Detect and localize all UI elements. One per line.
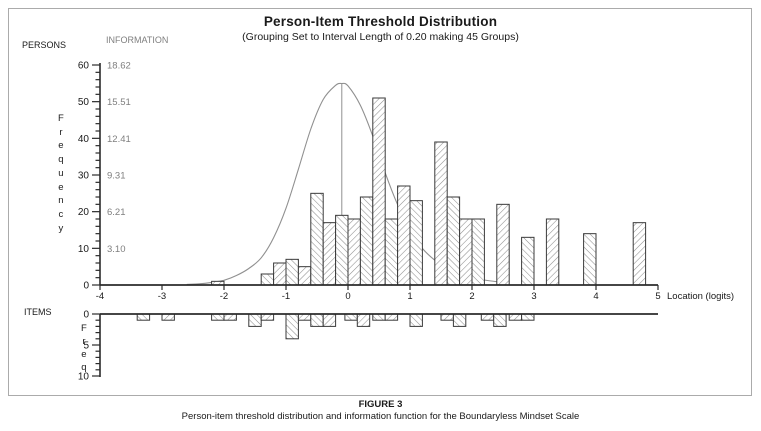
person-frequency-bar (310, 192, 324, 286)
person-frequency-bar (297, 266, 312, 286)
person-frequency-bar (372, 97, 386, 286)
person-frequency-bar (260, 273, 275, 286)
information-tick-label: 12.41 (107, 134, 131, 145)
persons-y-tick-label: 60 (78, 61, 90, 72)
x-axis-tick-label: -4 (96, 291, 104, 302)
x-axis-title: Location (logits) (667, 291, 734, 302)
persons-frequency-axis-label: F r e q u e n c y (58, 113, 64, 234)
person-frequency-bar (335, 214, 349, 286)
item-threshold-bar (310, 313, 324, 327)
person-frequency-bar (285, 258, 299, 286)
item-threshold-bar (440, 313, 454, 321)
figure-caption-label: FIGURE 3 (358, 399, 403, 410)
item-threshold-bar (384, 313, 399, 321)
persons-y-tick-label: 0 (83, 281, 89, 292)
x-axis-tick-label: -2 (220, 291, 228, 302)
items-y-tick-label: 10 (78, 372, 90, 383)
items-y-tick-label: 5 (83, 341, 89, 352)
person-frequency-bar (521, 236, 535, 286)
item-threshold-bar (521, 313, 535, 321)
information-tick-label: 9.31 (107, 171, 126, 182)
x-axis-tick-label: 4 (593, 291, 598, 302)
persons-y-tick-label: 20 (78, 207, 90, 218)
person-frequency-bar (632, 222, 647, 286)
person-frequency-bar (409, 200, 423, 286)
person-frequency-bar (434, 141, 448, 286)
x-axis-tick-label: 1 (407, 291, 412, 302)
person-frequency-bar (583, 233, 597, 286)
person-frequency-bar (496, 203, 510, 286)
persons-y-tick-label: 10 (78, 244, 90, 255)
axes-layer: 01020304050603.106.219.3112.4115.5118.62… (78, 61, 734, 383)
person-frequency-bar (322, 222, 337, 286)
x-axis-tick-label: 0 (345, 291, 350, 302)
person-frequency-bar (446, 196, 461, 286)
person-frequency-bar (347, 218, 361, 286)
item-threshold-bar (285, 313, 299, 340)
item-threshold-bar (344, 313, 358, 321)
person-frequency-bar (273, 262, 287, 286)
item-threshold-bar (356, 313, 371, 327)
x-axis-tick-label: 5 (655, 291, 660, 302)
histogram-layer (136, 97, 647, 340)
item-threshold-bar (409, 313, 423, 327)
persons-y-tick-label: 30 (78, 171, 90, 182)
item-threshold-bar (508, 313, 523, 321)
item-threshold-bar (297, 313, 312, 321)
item-threshold-bar (493, 313, 507, 327)
item-threshold-bar (322, 313, 337, 327)
item-threshold-bar (223, 313, 237, 321)
x-axis-tick-label: -3 (158, 291, 166, 302)
items-frequency-axis-label: F r e q (81, 323, 87, 373)
information-axis-label: INFORMATION (106, 35, 169, 45)
item-threshold-bar (211, 313, 225, 321)
persons-panel-label: PERSONS (22, 40, 67, 50)
chart-subtitle: (Grouping Set to Interval Length of 0.20… (242, 31, 519, 43)
person-frequency-bar (459, 218, 473, 286)
information-tick-label: 18.62 (107, 61, 131, 72)
persons-y-tick-label: 50 (78, 97, 90, 108)
item-threshold-bar (372, 313, 386, 321)
information-tick-label: 6.21 (107, 207, 126, 218)
items-y-tick-label: 0 (83, 310, 89, 321)
person-frequency-bar (471, 218, 485, 286)
items-panel-label: ITEMS (24, 307, 52, 317)
persons-y-tick-label: 40 (78, 134, 90, 145)
person-frequency-bar (545, 218, 560, 286)
item-threshold-bar (248, 313, 262, 327)
figure-caption-text: Person-item threshold distribution and i… (181, 411, 580, 422)
chart-title: Person-Item Threshold Distribution (263, 14, 498, 29)
figure-caption: FIGURE 3 Person-item threshold distribut… (0, 399, 761, 422)
item-threshold-bar (136, 313, 151, 321)
item-threshold-bar (452, 313, 467, 327)
item-threshold-bar (260, 313, 275, 321)
item-threshold-bar (161, 313, 175, 321)
x-axis-tick-label: -1 (282, 291, 290, 302)
information-tick-label: 3.10 (107, 244, 126, 255)
item-threshold-bar (480, 313, 495, 321)
x-axis-tick-label: 2 (469, 291, 474, 302)
person-frequency-bar (384, 218, 399, 286)
person-frequency-bar (397, 185, 411, 286)
x-axis-tick-label: 3 (531, 291, 536, 302)
person-frequency-bar (359, 196, 374, 286)
information-tick-label: 15.51 (107, 97, 131, 108)
